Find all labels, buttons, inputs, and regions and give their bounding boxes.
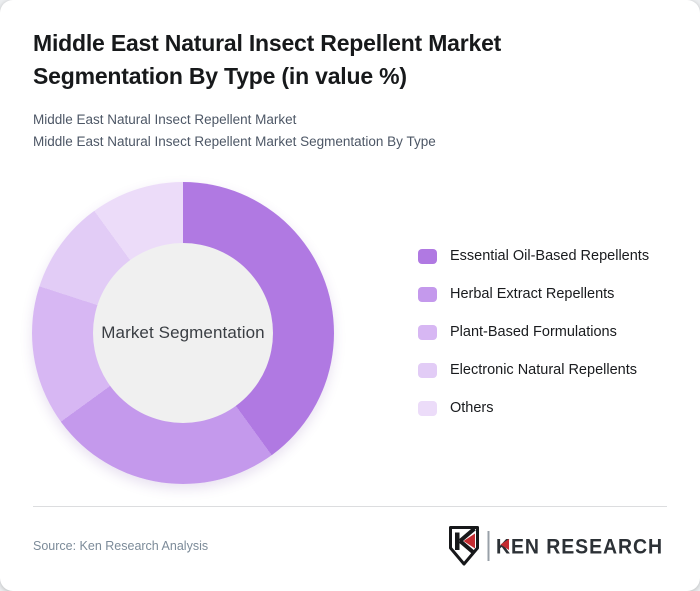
donut-chart: Market Segmentation [32, 182, 334, 484]
subtitle-line-1: Middle East Natural Insect Repellent Mar… [33, 112, 297, 127]
logo-separator [487, 531, 490, 561]
legend-item: Plant-Based Formulations [418, 325, 649, 340]
ken-research-shield-icon [449, 526, 479, 566]
legend-swatch [418, 363, 437, 378]
legend-item: Electronic Natural Repellents [418, 363, 649, 378]
legend-label: Electronic Natural Repellents [450, 362, 637, 378]
footer-divider [33, 506, 667, 507]
legend-label: Herbal Extract Repellents [450, 286, 615, 302]
source-text: Source: Ken Research Analysis [33, 539, 209, 553]
chart-title: Middle East Natural Insect Repellent Mar… [33, 30, 502, 89]
legend: Essential Oil-Based Repellents Herbal Ext… [418, 249, 649, 416]
chart-subtitles: Middle East Natural Insect Repellent Mar… [33, 109, 653, 152]
legend-swatch [418, 325, 437, 340]
legend-item: Herbal Extract Repellents [418, 287, 649, 302]
ken-research-logo: KEN RESEARCH [449, 526, 663, 566]
subtitle-line-2: Middle East Natural Insect Repellent Mar… [33, 133, 436, 149]
logo-wordmark: KEN RESEARCH [496, 536, 663, 559]
logo-k-accent-icon [500, 539, 509, 550]
legend-swatch [418, 287, 437, 302]
legend-item: Essential Oil-Based Repellents [418, 249, 649, 264]
legend-swatch [418, 401, 437, 416]
legend-label: Others [450, 400, 494, 416]
donut-center: Market Segmentation [93, 243, 273, 423]
legend-label: Plant-Based Formulations [450, 324, 617, 340]
donut-center-label: Market Segmentation [101, 323, 265, 342]
legend-item: Others [418, 401, 649, 416]
legend-label: Essential Oil-Based Repellents [450, 248, 650, 264]
legend-swatch [418, 249, 437, 264]
